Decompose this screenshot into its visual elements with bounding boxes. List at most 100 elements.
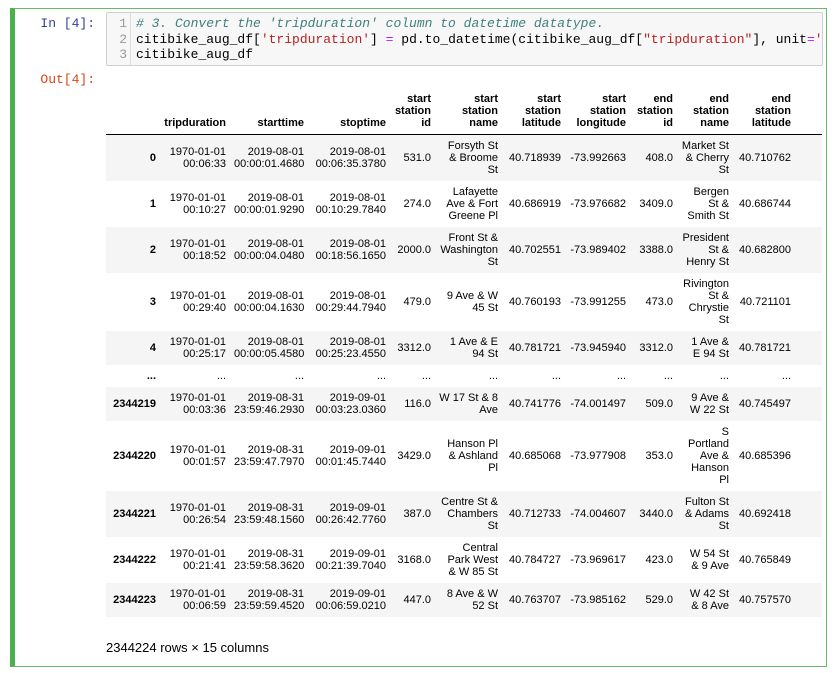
table-cell: President St & Henry St — [682, 232, 729, 268]
table-cell: 40.682800 — [739, 244, 791, 256]
table-cell: ... — [216, 370, 226, 382]
table-cell: 423.0 — [645, 554, 673, 566]
table-row: 4 1970-01-01 00:25:17 2019-08-01 00:00:05.… — [106, 331, 822, 365]
table-cell: ... — [616, 370, 626, 382]
code-token: citibike_aug_df[ — [136, 31, 261, 47]
table-cell: 40.718939 — [509, 152, 561, 164]
code-line: # 3. Convert the 'tripduration' column t… — [136, 16, 822, 32]
row-index: 2344221 — [113, 508, 156, 520]
table-row: 1 1970-01-01 00:10:27 2019-08-01 00:00:01.… — [106, 181, 822, 227]
row-index: 2344222 — [113, 554, 156, 566]
column-header: start station id — [390, 88, 435, 135]
column-header: start station latitude — [502, 88, 565, 135]
table-cell: 2019-08-01 00:29:44.7940 — [315, 290, 386, 314]
table-cell: -73.989402 — [570, 244, 626, 256]
table-cell: 1970-01-01 00:26:54 — [169, 502, 226, 526]
table-cell: Bergen St & Smith St — [687, 186, 729, 222]
table-cell: W 54 St & 9 Ave — [689, 548, 729, 572]
table-cell: 40.685396 — [739, 450, 791, 462]
table-cell: -73.945940 — [570, 342, 626, 354]
table-cell: -74.004607 — [570, 508, 626, 520]
table-cell: 2019-08-01 00:06:35.3780 — [315, 146, 386, 170]
table-cell: ... — [294, 370, 304, 382]
table-cell: 2019-08-01 00:18:56.1650 — [315, 238, 386, 262]
index-header — [106, 88, 160, 135]
table-cell: -73 — [795, 537, 822, 583]
table-cell: 531.0 — [403, 152, 431, 164]
table-cell: Fulton St & Adams St — [684, 496, 729, 532]
table-cell: 1 Ave & E 94 St — [449, 336, 498, 360]
table-cell: 1 Ave & E 94 St — [691, 336, 729, 360]
table-cell: -73 — [795, 181, 822, 227]
table-cell: 1970-01-01 00:06:33 — [169, 146, 226, 170]
table-row: ................................. — [106, 365, 822, 387]
code-token: 's' — [814, 31, 823, 47]
table-cell: -73.969617 — [570, 554, 626, 566]
table-cell: 8 Ave & W 52 St — [446, 588, 498, 612]
dataframe-output: tripduration starttime stoptime start stati… — [106, 88, 822, 617]
table-cell: 2019-08-31 23:59:48.1560 — [234, 502, 305, 526]
table-cell: Lafayette Ave & Fort Greene Pl — [446, 186, 498, 222]
table-cell: W 42 St & 8 Ave — [689, 588, 729, 612]
table-cell: 2019-09-01 00:21:39.7040 — [315, 548, 386, 572]
code-token: # 3. Convert the 'tripduration' column t… — [136, 16, 605, 31]
table-cell: -73 — [795, 331, 822, 365]
table-row: 2 1970-01-01 00:18:52 2019-08-01 00:00:04.… — [106, 227, 822, 273]
code-editor[interactable]: 1 2 3 # 3. Convert the 'tripduration' co… — [106, 12, 823, 66]
table-cell: ... — [663, 370, 673, 382]
table-cell: 2019-08-31 23:59:46.2930 — [234, 392, 305, 416]
table-cell: 2019-08-31 23:59:47.7970 — [234, 444, 305, 468]
table-cell: 40.686919 — [509, 198, 561, 210]
table-cell: -73.985162 — [570, 594, 626, 606]
table-cell: ... — [551, 370, 561, 382]
code-token: pd.to_datetime(citibike_aug_df[ — [393, 31, 644, 47]
table-cell: 40.741776 — [509, 398, 561, 410]
table-cell: 2019-08-31 23:59:58.3620 — [234, 548, 305, 572]
table-cell: -74.001497 — [570, 398, 626, 410]
column-header: lo — [795, 88, 822, 135]
output-prompt: Out[4]: — [40, 72, 95, 87]
table-cell: 40.712733 — [509, 508, 561, 520]
table-cell: 2019-08-01 00:00:01.4680 — [234, 146, 305, 170]
code-token: = — [385, 31, 394, 47]
table-cell: 1970-01-01 00:10:27 — [169, 192, 226, 216]
code-token: = — [806, 31, 815, 47]
code-line: citibike_aug_df['tripduration'] = pd.to_… — [136, 31, 823, 48]
table-cell: Centre St & Chambers St — [441, 496, 498, 532]
row-index: 1 — [149, 198, 156, 210]
table-cell: 9 Ave & W 45 St — [446, 290, 498, 314]
row-index: 4 — [149, 342, 156, 354]
code-lines: # 3. Convert the 'tripduration' column t… — [136, 16, 823, 63]
table-cell: 1970-01-01 00:06:59 — [169, 588, 226, 612]
table-cell: 2019-08-01 00:00:01.9290 — [234, 192, 305, 216]
table-cell: -73 — [795, 135, 822, 182]
table-cell: 2019-08-01 00:10:29.7840 — [315, 192, 386, 216]
table-row: 2344220 1970-01-01 00:01:57 2019-08-31 23:… — [106, 421, 822, 491]
column-header: starttime — [230, 88, 308, 135]
table-row: 2344219 1970-01-01 00:03:36 2019-08-31 23:… — [106, 387, 822, 421]
code-token: ], unit — [752, 31, 807, 47]
table-cell: 1970-01-01 00:03:36 — [169, 392, 226, 416]
table-cell: 3409.0 — [639, 198, 673, 210]
table-cell: 1970-01-01 00:29:40 — [169, 290, 226, 314]
table-cell: 40.685068 — [509, 450, 561, 462]
table-cell: 1970-01-01 00:25:17 — [169, 336, 226, 360]
table-cell: 2019-08-31 23:59:59.4520 — [234, 588, 305, 612]
table-cell: 40.745497 — [739, 398, 791, 410]
table-cell: 2019-08-01 00:00:04.0480 — [234, 238, 305, 262]
table-cell: Market St & Cherry St — [681, 140, 729, 176]
notebook-cell[interactable] — [10, 8, 827, 667]
dataframe-shape: 2344224 rows × 15 columns — [106, 640, 269, 655]
code-token: "tripduration" — [643, 31, 753, 47]
code-token: citibike_aug_df — [136, 47, 254, 62]
table-cell: ... — [376, 370, 386, 382]
row-index: 3 — [149, 296, 156, 308]
table-cell: Forsyth St & Broome St — [447, 140, 498, 176]
table-cell: 116.0 — [404, 398, 431, 410]
table-cell: 2019-08-01 00:00:04.1630 — [234, 290, 305, 314]
table-cell: 3429.0 — [397, 450, 431, 462]
table-cell — [795, 365, 822, 387]
table-cell: 1970-01-01 00:18:52 — [169, 238, 226, 262]
table-cell: ... — [488, 370, 498, 382]
